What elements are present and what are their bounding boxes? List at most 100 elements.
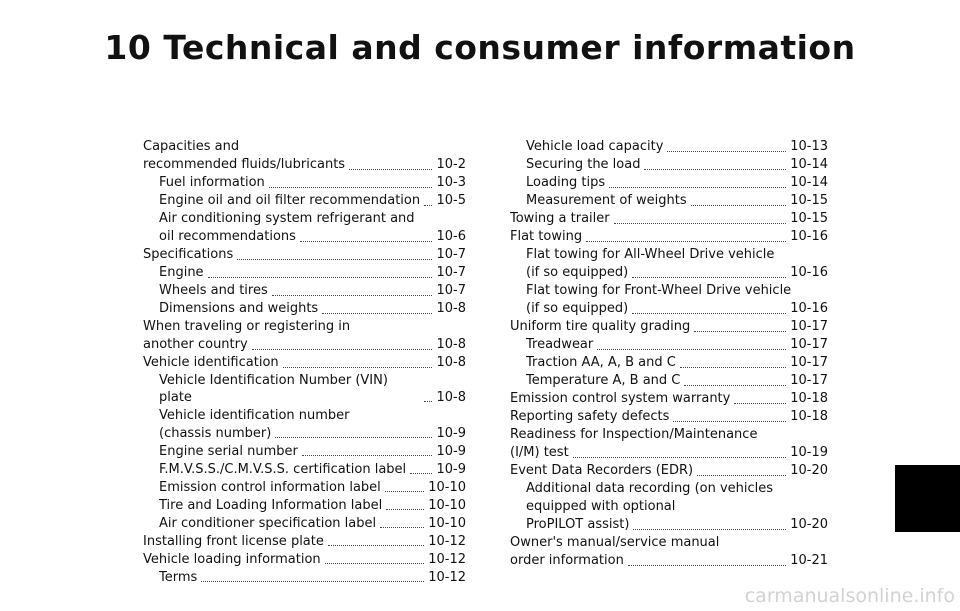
toc-entry[interactable]: Engine 10-7 [143,265,466,282]
toc-entry-page: 10-19 [790,445,828,460]
toc-entry-page: 10-2 [436,157,466,172]
toc-entry[interactable]: F.M.V.S.S./C.M.V.S.S. certification labe… [143,462,466,479]
chapter-tab [895,465,960,532]
toc-entry[interactable]: Flat towing for All-Wheel Drive vehicle [510,247,828,264]
toc-entry-page: 10-14 [790,157,828,172]
dot-leader [207,276,433,278]
toc-entry[interactable]: Vehicle identification 10-8 [143,355,466,372]
toc-entry[interactable]: Air conditioner specification label 10-10 [143,516,466,533]
toc-entry[interactable]: Loading tips 10-14 [510,175,828,192]
toc-entry[interactable]: Engine oil and oil filter recommendation… [143,193,466,210]
dot-leader [613,222,787,224]
toc-entry[interactable]: Terms 10-12 [143,570,466,587]
toc-entry[interactable]: Towing a trailer 10-15 [510,211,828,228]
toc-entry[interactable]: When traveling or registering in [143,319,466,336]
dot-leader [327,545,425,546]
toc-entry-page: 10-7 [436,283,466,298]
dot-leader [609,186,787,188]
toc-entry-page: 10-8 [436,355,466,370]
toc-entry-label: Specifications [143,247,234,262]
dot-leader [679,366,787,368]
toc-entry[interactable]: Securing the load 10-14 [510,157,828,174]
dot-leader [380,527,425,528]
toc-entry[interactable]: (I/M) test 10-19 [510,445,828,462]
toc-entry[interactable]: Emission control system warranty 10-18 [510,391,828,408]
dot-leader [301,455,433,456]
toc-entry-label: Vehicle load capacity [526,139,664,154]
watermark: carmanualsonline.info [744,585,955,607]
toc-entry-page: 10-5 [436,193,466,208]
toc-entry-page: 10-8 [436,389,466,405]
toc-entry[interactable]: (if so equipped) 10-16 [510,301,828,318]
toc-entry-page: 10-16 [790,301,828,316]
toc-entry[interactable]: oil recommendations 10-6 [143,229,466,246]
toc-entry-label: Fuel information [159,175,265,190]
toc-entry-page: 10-20 [790,463,828,478]
toc-entry-page: 10-18 [790,409,828,424]
toc-entry-label: Vehicle Identification Number (VIN) plat… [159,373,388,405]
toc-entry[interactable]: Capacities and [143,139,466,156]
toc-entry[interactable]: Flat towing 10-16 [510,229,828,246]
toc-entry[interactable]: Specifications 10-7 [143,247,466,264]
toc-entry[interactable]: (if so equipped) 10-16 [510,265,828,282]
dot-leader [632,276,787,278]
toc-entry-label: another country [143,337,248,352]
toc-entry-page: 10-7 [436,265,466,280]
toc-entry[interactable]: Owner's manual/service manual [510,535,828,552]
toc-entry-label: Vehicle identification number [159,407,350,423]
toc-entry[interactable]: another country 10-8 [143,337,466,354]
toc-entry-label: (if so equipped) [526,301,629,316]
toc-entry[interactable]: Air conditioning system refrigerant and [143,211,466,228]
toc-entry-page: 10-12 [428,569,466,585]
toc-entry[interactable]: Wheels and tires 10-7 [143,283,466,300]
toc-left-column: Capacities and recommended fluids/lubrica… [143,139,466,588]
toc-entry[interactable]: Installing front license plate 10-12 [143,534,466,551]
dot-leader [282,366,433,368]
toc-entry-page: 10-17 [790,355,828,370]
dot-leader [251,348,433,350]
toc-entry[interactable]: Dimensions and weights 10-8 [143,301,466,318]
toc-entry[interactable]: Event Data Recorders (EDR) 10-20 [510,463,828,480]
toc-entry[interactable]: recommended fluids/lubricants 10-2 [143,157,466,174]
toc-entry-label: equipped with optional [526,499,676,514]
toc-entry-label: Emission control system warranty [510,391,731,406]
toc-entry[interactable]: Additional data recording (on vehicles [510,481,828,498]
toc-entry-label: Air conditioning system refrigerant and [159,211,415,226]
toc-entry-label: Flat towing for Front-Wheel Drive vehicl… [526,283,792,298]
toc-entry[interactable]: Readiness for Inspection/Maintenance [510,427,828,444]
toc-entry[interactable]: Vehicle Identification Number (VIN) plat… [143,373,466,406]
dot-leader [424,401,433,402]
toc-entry[interactable]: Temperature A, B and C 10-17 [510,373,828,390]
toc-entry-label: Loading tips [526,175,606,190]
toc-entry[interactable]: ProPILOT assist) 10-20 [510,517,828,534]
toc-entry[interactable]: Fuel information 10-3 [143,175,466,192]
toc-entry[interactable]: Vehicle load capacity 10-13 [510,139,828,156]
toc-entry-label: Securing the load [526,157,641,172]
toc-entry[interactable]: Traction AA, A, B and C 10-17 [510,355,828,372]
toc-entry-page: 10-12 [428,533,466,549]
dot-leader [690,204,787,206]
toc-entry-page: 10-9 [436,461,466,477]
toc-entry-page: 10-8 [436,337,466,352]
dot-leader [644,168,787,170]
toc-entry-page: 10-10 [428,479,466,495]
toc-entry[interactable]: Flat towing for Front-Wheel Drive vehicl… [510,283,828,300]
toc-entry[interactable]: Vehicle identification number [143,408,466,425]
toc-entry[interactable]: Measurement of weights 10-15 [510,193,828,210]
toc-entry-label: ProPILOT assist) [526,517,630,532]
dot-leader [384,491,425,492]
toc-entry[interactable]: Treadwear 10-17 [510,337,828,354]
toc-entry[interactable]: order information 10-21 [510,553,828,570]
toc-entry[interactable]: equipped with optional [510,499,828,516]
toc-entry[interactable]: Reporting safety defects 10-18 [510,409,828,426]
toc-entry-label: Readiness for Inspection/Maintenance [510,427,758,442]
toc-entry[interactable]: Engine serial number 10-9 [143,444,466,461]
toc-entry[interactable]: Tire and Loading Information label 10-10 [143,498,466,515]
dot-leader [667,150,787,152]
toc-entry[interactable]: Uniform tire quality grading 10-17 [510,319,828,336]
toc-entry-label: Engine oil and oil filter recommendation [159,193,421,208]
toc-entry-label: (chassis number) [159,425,272,441]
toc-entry[interactable]: Vehicle loading information 10-12 [143,552,466,569]
toc-entry[interactable]: Emission control information label 10-10 [143,480,466,497]
toc-entry[interactable]: (chassis number) 10-9 [143,426,466,443]
